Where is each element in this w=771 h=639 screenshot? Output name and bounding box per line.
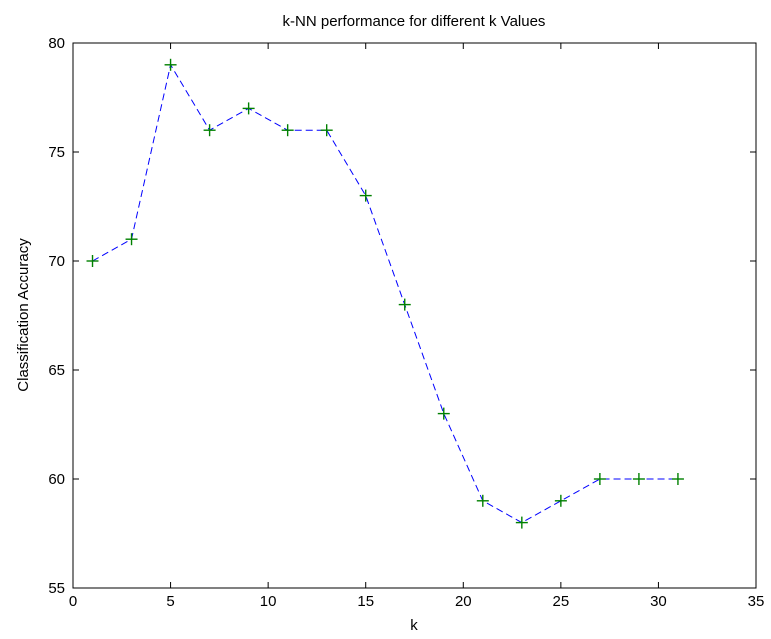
y-tick-label: 70 bbox=[48, 253, 65, 270]
x-tick-label: 25 bbox=[553, 593, 570, 610]
y-tick-label: 75 bbox=[48, 144, 65, 161]
x-tick-label: 30 bbox=[650, 593, 667, 610]
data-point-marker bbox=[593, 473, 606, 485]
x-axis-ticks: 0 5 10 15 20 25 30 35 bbox=[69, 43, 765, 610]
data-point-marker bbox=[671, 473, 684, 485]
data-point-marker bbox=[86, 255, 99, 267]
x-tick-label: 15 bbox=[357, 593, 374, 610]
x-tick-label: 0 bbox=[69, 593, 77, 610]
data-point-marker bbox=[359, 189, 372, 202]
data-point-marker bbox=[632, 473, 645, 485]
y-axis-label: Classification Accuracy bbox=[15, 238, 32, 392]
y-axis-ticks: 55 60 65 70 75 80 bbox=[48, 35, 756, 597]
data-point-marker bbox=[320, 124, 333, 137]
x-tick-label: 10 bbox=[260, 593, 277, 610]
data-point-marker bbox=[554, 494, 567, 507]
data-point-marker bbox=[164, 58, 177, 71]
y-tick-label: 55 bbox=[48, 580, 65, 597]
x-tick-label: 5 bbox=[166, 593, 174, 610]
data-point-marker bbox=[281, 124, 294, 137]
series-layer bbox=[86, 58, 684, 529]
data-point-marker bbox=[515, 516, 528, 529]
data-point-marker bbox=[242, 102, 255, 115]
chart-title: k-NN performance for different k Values bbox=[283, 13, 546, 30]
data-point-marker bbox=[203, 124, 216, 137]
data-point-marker bbox=[437, 407, 450, 420]
x-tick-label: 20 bbox=[455, 593, 472, 610]
x-tick-label: 35 bbox=[748, 593, 765, 610]
data-point-marker bbox=[125, 233, 138, 246]
data-point-marker bbox=[476, 494, 489, 507]
x-axis-label: k bbox=[410, 617, 418, 634]
y-tick-label: 60 bbox=[48, 471, 65, 488]
data-point-marker bbox=[398, 298, 411, 311]
y-tick-label: 65 bbox=[48, 362, 65, 379]
plot-area bbox=[72, 42, 757, 589]
series-line bbox=[92, 63, 678, 524]
y-tick-label: 80 bbox=[48, 35, 65, 52]
